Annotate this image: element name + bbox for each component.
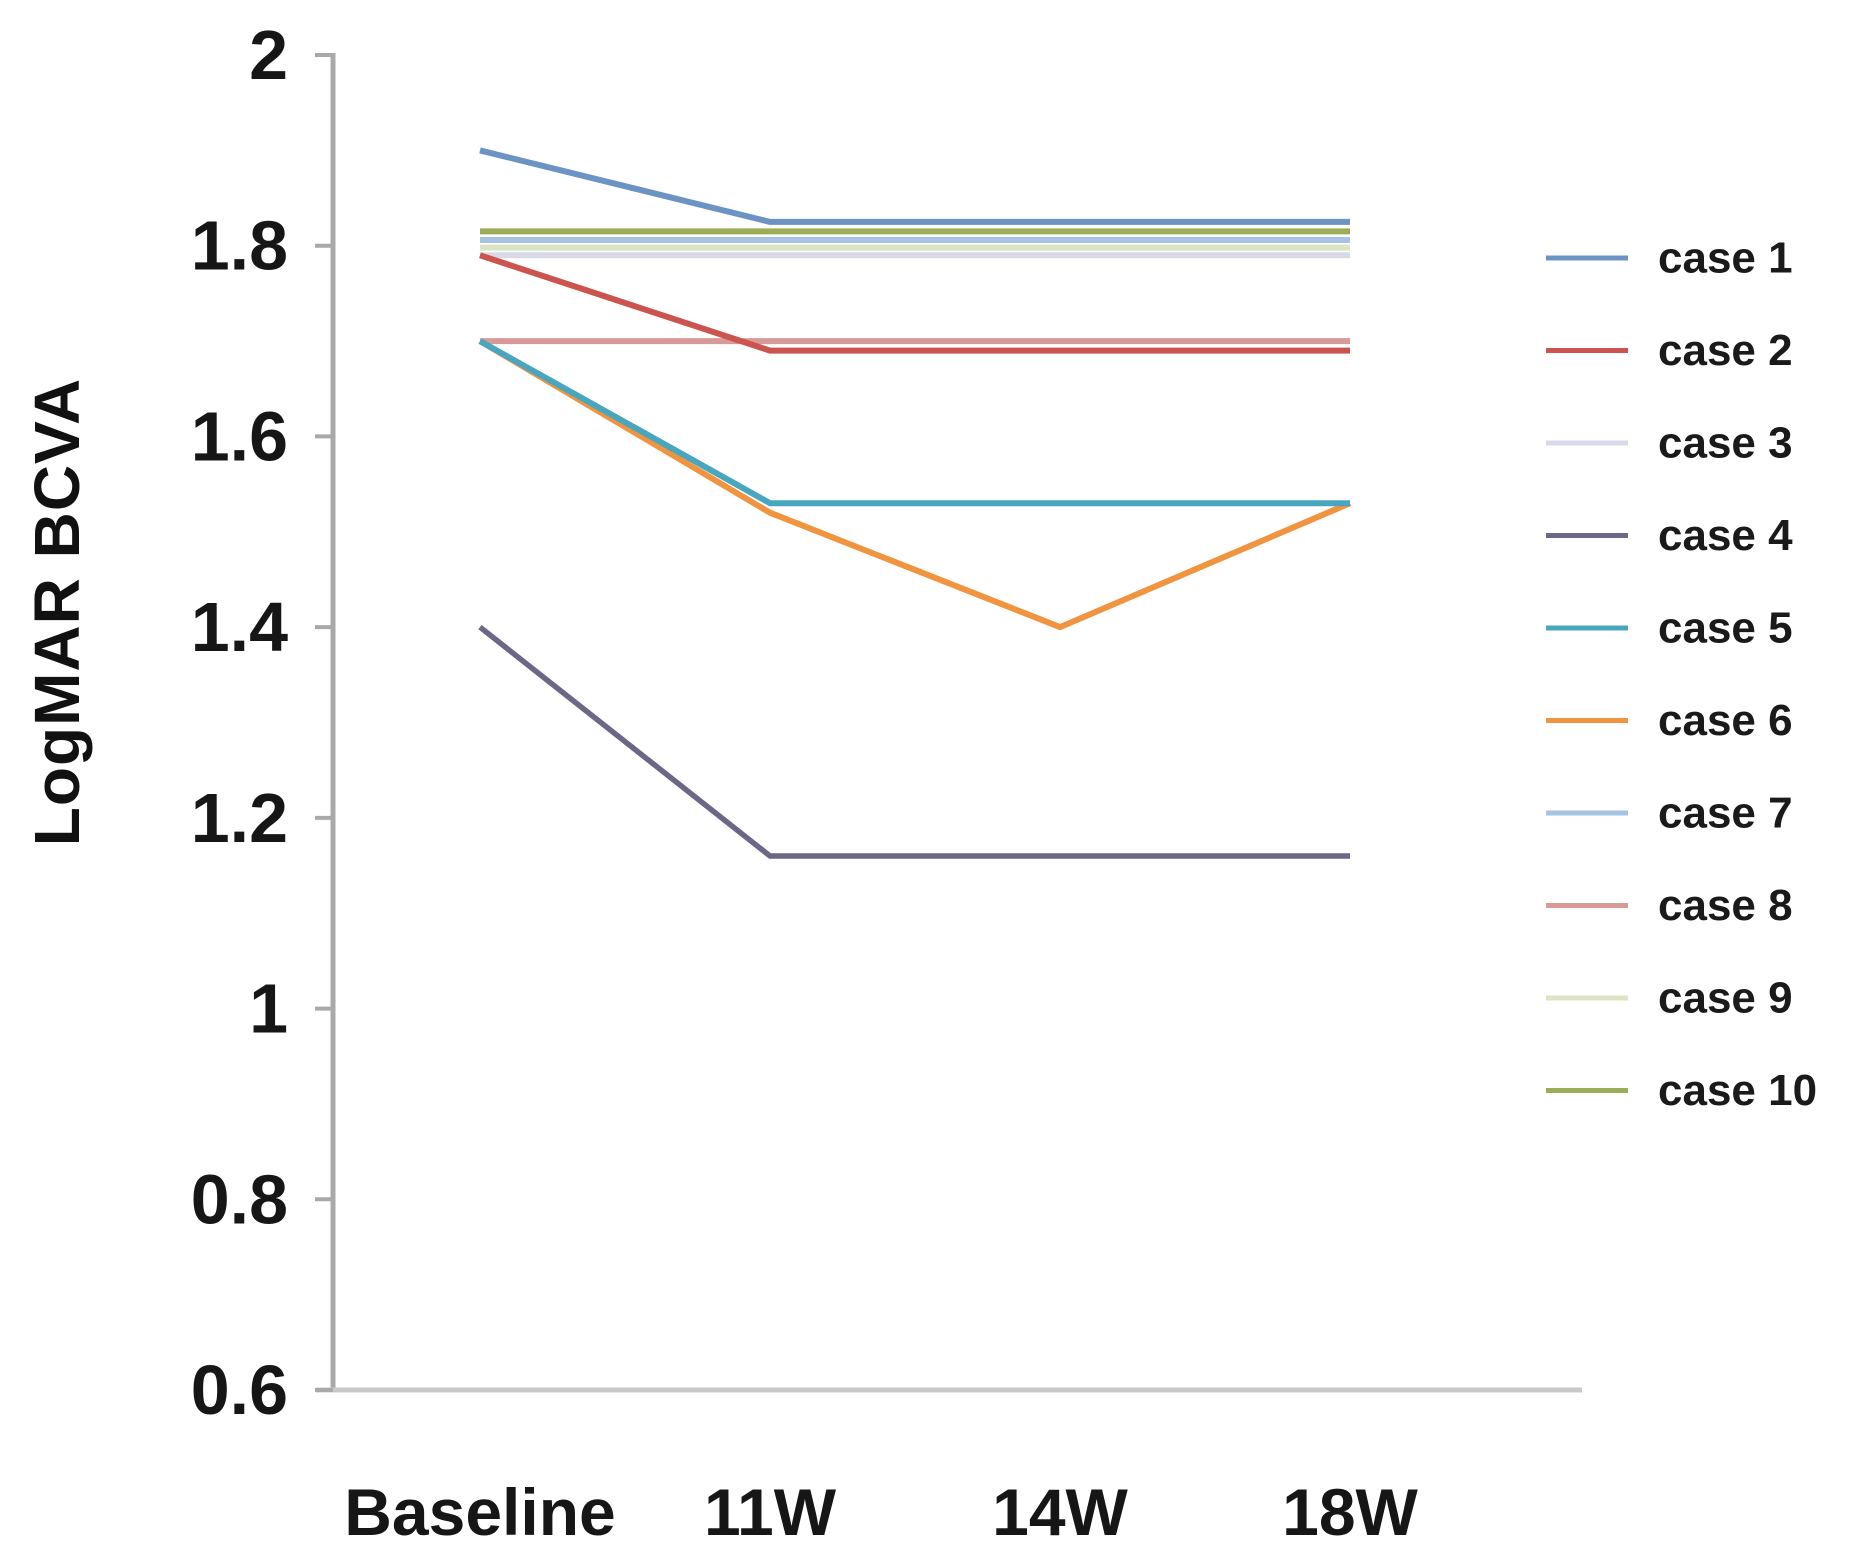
series-line-case-6 (478, 338, 1352, 631)
y-tick-label: 0.6 (191, 1351, 288, 1429)
x-tick-label-11w: 11W (704, 1475, 837, 1549)
y-tick-label: 2 (249, 16, 288, 94)
x-tick-label-18w: 18W (1282, 1475, 1418, 1549)
series-line-case-1 (479, 147, 1350, 225)
legend-item-case-1: case 1 (1546, 234, 1793, 283)
legend-label: case 9 (1658, 974, 1793, 1023)
x-axis-labels: Baseline 11W 14W 18W (344, 1475, 1418, 1549)
legend-item-case-3: case 3 (1546, 419, 1793, 468)
y-tick-label: 1.2 (191, 779, 288, 857)
legend-label: case 2 (1658, 326, 1793, 375)
y-tick-label: 1.6 (191, 397, 288, 475)
legend-label: case 10 (1658, 1066, 1817, 1115)
series-line-case-2 (479, 252, 1350, 354)
legend-item-case-8: case 8 (1546, 881, 1793, 930)
y-tick-label: 1.4 (191, 588, 288, 666)
legend-item-case-10: case 10 (1546, 1066, 1817, 1115)
legend-item-case-9: case 9 (1546, 974, 1793, 1023)
legend-label: case 4 (1658, 511, 1793, 560)
legend-label: case 3 (1658, 419, 1793, 468)
legend-label: case 7 (1658, 789, 1793, 838)
y-axis-title: LogMAR BCVA (21, 377, 93, 847)
legend-label: case 6 (1658, 696, 1793, 745)
x-tick-label-14w: 14W (992, 1475, 1128, 1549)
legend: case 1 case 2 case 3 case 4 case 5 case 6 case… (1546, 234, 1817, 1115)
legend-label: case 8 (1658, 881, 1793, 930)
series-line-case-4 (478, 624, 1350, 859)
legend-item-case-2: case 2 (1546, 326, 1793, 375)
x-tick-label-baseline: Baseline (344, 1475, 615, 1549)
y-tick-label: 0.8 (191, 1160, 288, 1238)
legend-item-case-5: case 5 (1546, 604, 1793, 653)
legend-label: case 1 (1658, 234, 1793, 283)
series-lines (478, 147, 1352, 859)
y-axis-ticks: 2 1.8 1.6 1.4 1.2 1 0.8 0.6 (191, 16, 333, 1429)
y-tick-label: 1.8 (191, 207, 288, 285)
y-tick-label: 1 (249, 970, 288, 1048)
legend-item-case-4: case 4 (1546, 511, 1793, 560)
axes (316, 53, 1582, 1393)
legend-item-case-6: case 6 (1546, 696, 1793, 745)
series-line-case-5 (478, 338, 1350, 507)
legend-label: case 5 (1658, 604, 1793, 653)
legend-item-case-7: case 7 (1546, 789, 1793, 838)
